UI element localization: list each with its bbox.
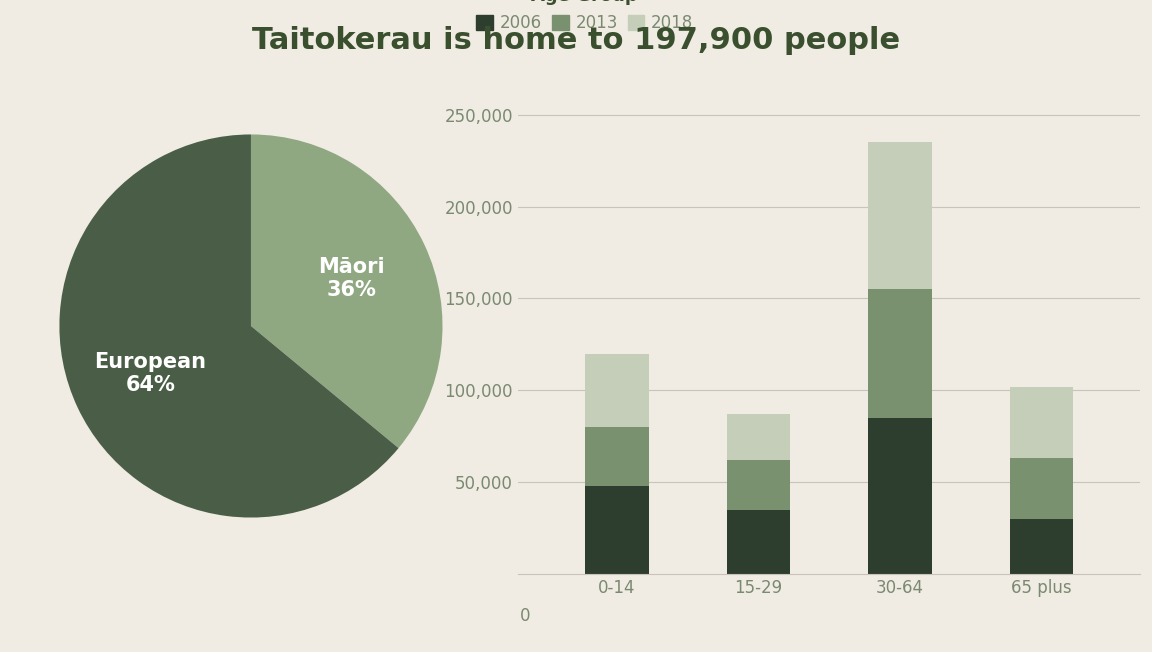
Bar: [869, 418, 932, 574]
Bar: [869, 143, 932, 289]
Bar: [585, 486, 649, 574]
Bar: [727, 414, 790, 460]
Bar: [869, 289, 932, 418]
Bar: [1009, 387, 1074, 458]
Text: Māori
36%: Māori 36%: [318, 257, 385, 301]
Legend: 2006, 2013, 2018: 2006, 2013, 2018: [477, 0, 694, 32]
Bar: [727, 460, 790, 509]
Text: Taitokerau is home to 197,900 people: Taitokerau is home to 197,900 people: [252, 26, 900, 55]
Bar: [585, 427, 649, 486]
Bar: [585, 353, 649, 427]
Text: 0: 0: [520, 607, 530, 625]
Bar: [1009, 519, 1074, 574]
Text: European
64%: European 64%: [94, 351, 206, 395]
Wedge shape: [60, 134, 399, 518]
Bar: [1009, 458, 1074, 519]
Wedge shape: [251, 134, 442, 448]
Bar: [727, 509, 790, 574]
